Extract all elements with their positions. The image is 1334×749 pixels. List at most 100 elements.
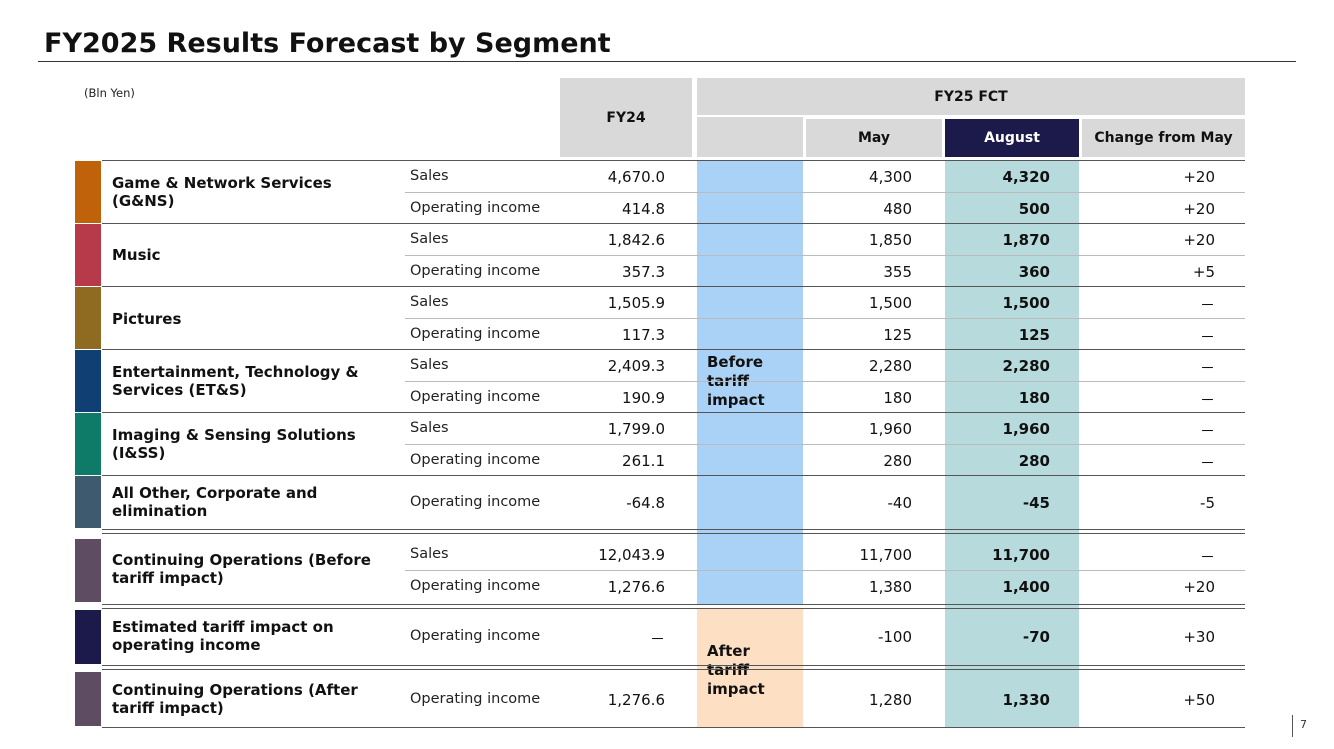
change-value: +50 [1183,691,1215,709]
header-august: August [945,119,1079,157]
fy24-value: 1,276.6 [607,691,665,709]
sub-row-divider [405,192,1245,193]
segment-color-bar [75,287,101,349]
metric-label: Operating income [410,452,541,468]
header-change-from-may: Change from May [1082,119,1245,157]
row-divider [102,412,1245,413]
may-value: 1,380 [869,578,912,596]
august-value: 1,400 [1002,578,1050,596]
august-value: 500 [1018,200,1050,218]
segment-color-bar [75,413,101,475]
unit-label: (Bln Yen) [84,86,135,100]
august-value: 125 [1018,326,1050,344]
segment-name: Music [112,246,161,264]
header-fy25-fct: FY25 FCT [697,78,1245,115]
august-value: 2,280 [1002,357,1050,375]
segment-name: All Other, Corporate and elimination [112,484,318,520]
row-divider [102,533,1245,534]
row-divider [102,160,1245,161]
change-value: +5 [1192,263,1215,281]
title-divider [38,61,1296,62]
metric-label: Operating income [410,263,541,279]
change-value: -5 [1200,494,1215,512]
before-tariff-note: Before tariff impact [707,353,765,409]
sub-row-divider [405,444,1245,445]
page-number-divider [1292,715,1293,737]
after-tariff-column [697,609,803,727]
change-value: － [1199,422,1215,440]
change-value: － [1199,548,1215,566]
fy24-value: 1,842.6 [607,231,665,249]
metric-label: Sales [410,420,449,436]
sub-row-divider [405,255,1245,256]
fy24-value: 190.9 [622,389,665,407]
may-value: -100 [877,628,912,646]
page-number: 7 [1300,718,1307,731]
segment-color-bar [75,350,101,412]
august-value: 4,320 [1002,168,1050,186]
before-tariff-column [697,161,803,604]
sub-row-divider [405,318,1245,319]
fy24-value: 414.8 [622,200,665,218]
row-divider [102,727,1245,728]
may-value: 1,500 [869,294,912,312]
change-value: － [1199,454,1215,472]
segment-name: Continuing Operations (After tariff impa… [112,681,358,717]
segment-name: Estimated tariff impact on operating inc… [112,618,334,654]
may-value: 480 [883,200,912,218]
fy24-value: 117.3 [622,326,665,344]
segment-color-bar [75,672,101,726]
metric-label: Sales [410,231,449,247]
fy24-value: 2,409.3 [607,357,665,375]
metric-label: Operating income [410,200,541,216]
august-value: -45 [1022,494,1050,512]
row-divider [102,608,1245,609]
change-value: － [1199,391,1215,409]
header-fy24: FY24 [560,78,692,157]
row-divider [102,475,1245,476]
august-value: 1,500 [1002,294,1050,312]
august-value: 11,700 [992,546,1050,564]
august-value: 1,870 [1002,231,1050,249]
metric-label: Operating income [410,691,541,707]
fy24-value: 12,043.9 [598,546,665,564]
sub-row-divider [405,381,1245,382]
metric-label: Sales [410,546,449,562]
segment-name: Continuing Operations (Before tariff imp… [112,551,371,587]
may-value: 180 [883,389,912,407]
may-value: 125 [883,326,912,344]
page-title: FY2025 Results Forecast by Segment [44,28,611,59]
segment-name: Imaging & Sensing Solutions (I&SS) [112,426,356,462]
segment-name: Pictures [112,310,182,328]
change-value: +20 [1183,200,1215,218]
segment-color-bar [75,610,101,664]
header-may: May [806,119,942,157]
may-value: 4,300 [869,168,912,186]
row-divider [102,223,1245,224]
change-value: +20 [1183,578,1215,596]
fy24-value: 1,276.6 [607,578,665,596]
row-divider [102,665,1245,666]
may-value: -40 [887,494,913,512]
fy24-value: 1,505.9 [607,294,665,312]
metric-label: Operating income [410,578,541,594]
change-value: +30 [1183,628,1215,646]
may-value: 1,280 [869,691,912,709]
metric-label: Operating income [410,494,541,510]
sub-row-divider [405,570,1245,571]
row-divider [102,604,1245,605]
may-value: 1,850 [869,231,912,249]
change-value: +20 [1183,231,1215,249]
change-value: － [1199,359,1215,377]
august-value: 1,330 [1002,691,1050,709]
august-value: -70 [1022,628,1050,646]
fy24-value: 357.3 [622,263,665,281]
header-fy25-blank [697,117,803,157]
fy24-value: 4,670.0 [607,168,665,186]
august-value: 280 [1018,452,1050,470]
metric-label: Operating income [410,389,541,405]
fy24-value: 261.1 [622,452,665,470]
row-divider [102,669,1245,670]
august-value: 360 [1018,263,1050,281]
may-value: 1,960 [869,420,912,438]
